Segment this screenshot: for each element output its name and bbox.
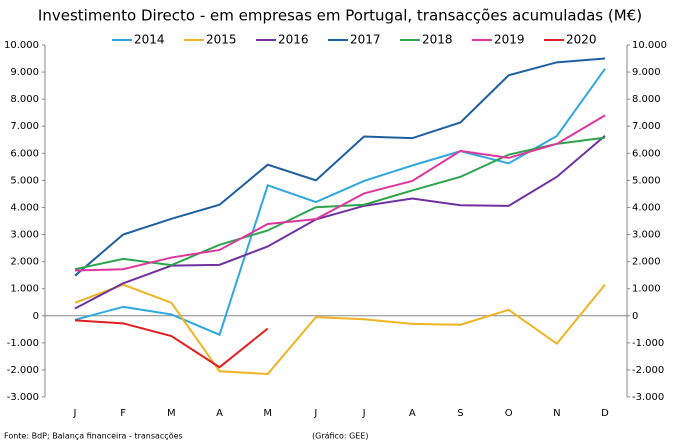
y2-tick-label: 10.000 xyxy=(632,40,667,51)
y-tick-label: 8.000 xyxy=(10,94,39,105)
x-tick-label: S xyxy=(457,408,463,419)
y2-tick-label: 2.000 xyxy=(632,257,661,268)
source-note: Fonte: BdP; Balança financeira - transac… xyxy=(4,432,183,441)
legend-label: 2020 xyxy=(566,33,597,47)
y2-tick-label: -3.000 xyxy=(632,392,664,403)
y2-tick-label: 6.000 xyxy=(632,148,661,159)
x-tick-label: A xyxy=(216,408,223,419)
legend-label: 2018 xyxy=(422,33,453,47)
y-tick-label: 4.000 xyxy=(10,202,39,213)
y-tick-label: 1.000 xyxy=(10,284,39,295)
x-tick-label: D xyxy=(601,408,609,419)
series-line xyxy=(74,68,606,337)
y2-tick-label: 0 xyxy=(632,311,638,322)
y2-tick-label: 3.000 xyxy=(632,230,661,241)
x-tick-label: J xyxy=(73,408,77,419)
x-tick-label: N xyxy=(553,408,560,419)
y-tick-label: 7.000 xyxy=(10,121,39,132)
series-line xyxy=(74,114,606,272)
series-line xyxy=(74,319,269,369)
y2-tick-label: 1.000 xyxy=(632,284,661,295)
x-tick-label: J xyxy=(362,408,366,419)
y-tick-label: 10.000 xyxy=(4,40,39,51)
y-tick-label: 9.000 xyxy=(10,67,39,78)
x-tick-label: A xyxy=(409,408,416,419)
y-tick-label: -1.000 xyxy=(7,338,39,349)
x-tick-label: F xyxy=(120,408,126,419)
series-line xyxy=(74,57,606,277)
legend-label: 2019 xyxy=(494,33,525,47)
y2-tick-label: 4.000 xyxy=(632,202,661,213)
legend-label: 2014 xyxy=(134,33,165,47)
y2-tick-label: -1.000 xyxy=(632,338,664,349)
x-tick-label: M xyxy=(263,408,272,419)
y2-tick-label: -2.000 xyxy=(632,365,664,376)
y-tick-label: 2.000 xyxy=(10,257,39,268)
chart-title: Investimento Directo - em empresas em Po… xyxy=(38,7,642,25)
y-tick-label: 0 xyxy=(33,311,39,322)
y2-tick-label: 7.000 xyxy=(632,121,661,132)
x-tick-label: J xyxy=(313,408,317,419)
y-tick-label: -2.000 xyxy=(7,365,39,376)
x-tick-label: O xyxy=(505,408,513,419)
y-tick-label: 5.000 xyxy=(10,175,39,186)
series-line xyxy=(74,283,606,376)
y-tick-label: 6.000 xyxy=(10,148,39,159)
legend-label: 2016 xyxy=(278,33,309,47)
y2-tick-label: 9.000 xyxy=(632,67,661,78)
y2-tick-label: 5.000 xyxy=(632,175,661,186)
y2-tick-label: 8.000 xyxy=(632,94,661,105)
y-tick-label: -3.000 xyxy=(7,392,39,403)
y-tick-label: 3.000 xyxy=(10,230,39,241)
legend-label: 2015 xyxy=(206,33,237,47)
legend-label: 2017 xyxy=(350,33,381,47)
x-tick-label: M xyxy=(167,408,176,419)
credit-note: (Gráfico: GEE) xyxy=(312,432,369,441)
series-line xyxy=(74,134,606,310)
